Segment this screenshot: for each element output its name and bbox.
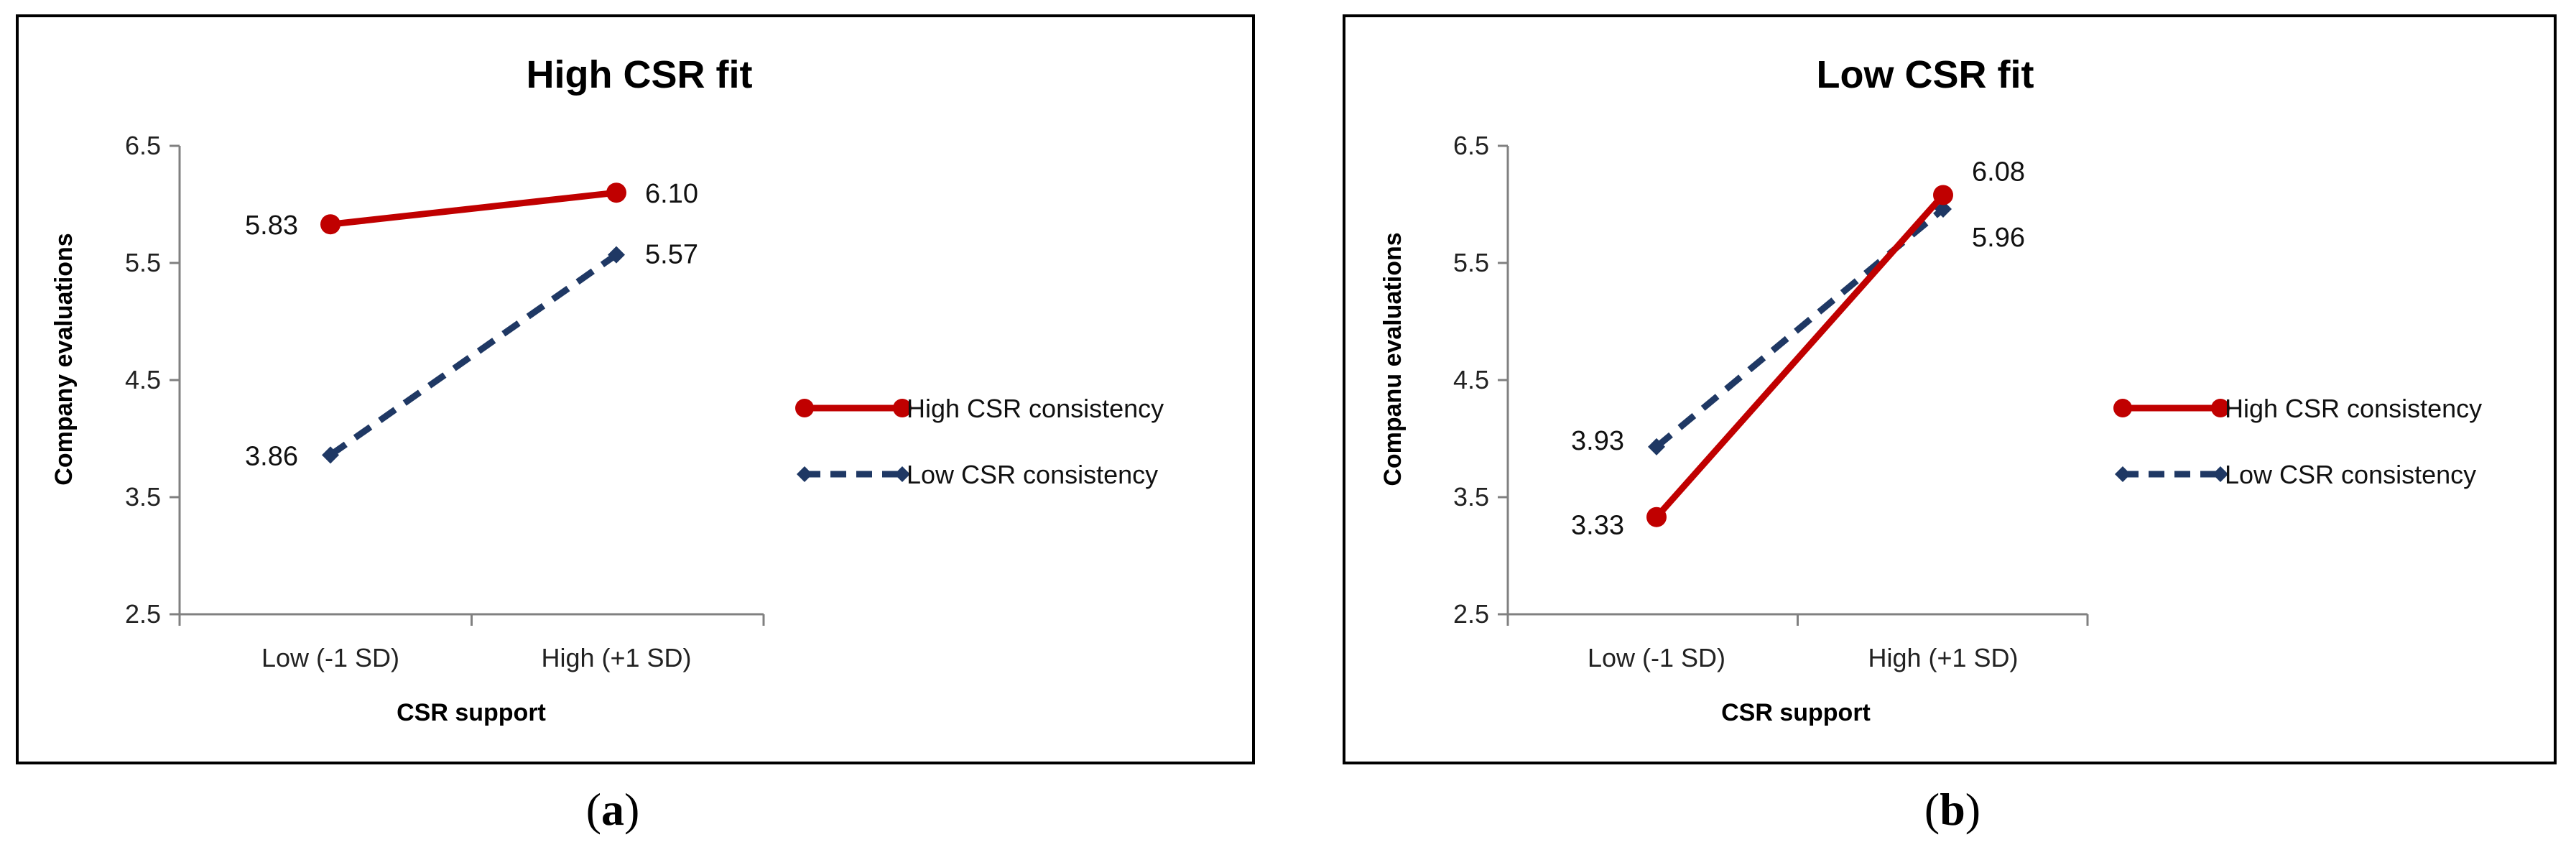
- panel-caption: (b): [1924, 784, 1980, 835]
- data-point-low-consistency: [322, 446, 339, 464]
- data-label-low-consistency: 5.96: [1972, 223, 2025, 253]
- y-axis-title: Company evaluations: [50, 233, 78, 485]
- legend-marker-high-consistency: [2211, 399, 2230, 417]
- data-point-low-consistency: [608, 246, 625, 264]
- chart-panel-a: High CSR fit 2.5 3.5 4.5 5.5 6.5 Low (-1 SD) Hi…: [16, 14, 1255, 835]
- y-tick-label: 5.5: [1453, 248, 1489, 277]
- panel-caption-letter: b: [1940, 784, 1965, 835]
- legend-label-low-consistency: Low CSR consistency: [907, 460, 1158, 489]
- y-axis-title: Companu evaluations: [1379, 232, 1407, 486]
- y-tick-label: 6.5: [1453, 131, 1489, 160]
- y-tick-label: 5.5: [125, 248, 161, 277]
- series-line-high-consistency: [327, 189, 620, 228]
- x-tick-label: High (+1 SD): [541, 643, 691, 672]
- data-point-high-consistency: [606, 182, 626, 203]
- chart-panel-b: Low CSR fit 2.5 3.5 4.5 5.5 6.5 Low (-1 SD) Hig…: [1343, 14, 2557, 835]
- legend-marker-low-consistency: [894, 466, 910, 482]
- legend-marker-high-consistency: [893, 399, 912, 417]
- x-axis-title: CSR support: [1721, 699, 1871, 726]
- data-label-low-consistency: 3.86: [245, 441, 298, 471]
- y-tick-label: 4.5: [1453, 365, 1489, 394]
- data-label-high-consistency: 6.08: [1972, 157, 2025, 187]
- legend-marker-low-consistency: [797, 466, 812, 482]
- data-label-high-consistency: 5.83: [245, 211, 298, 241]
- data-point-low-consistency: [1935, 200, 1952, 218]
- data-point-high-consistency: [1646, 506, 1667, 527]
- data-point-low-consistency: [1648, 438, 1665, 455]
- y-tick-label: 6.5: [125, 131, 161, 160]
- data-label-high-consistency: 3.33: [1571, 511, 1624, 541]
- chart-frame: [16, 14, 1255, 764]
- legend-label-high-consistency: High CSR consistency: [2225, 394, 2482, 423]
- panel-caption-letter: a: [601, 784, 624, 835]
- y-tick-label: 2.5: [1453, 599, 1489, 629]
- series-line-high-consistency: [1653, 191, 1947, 521]
- legend-label-low-consistency: Low CSR consistency: [2225, 460, 2476, 489]
- chart-frame: [1343, 14, 2557, 764]
- data-label-low-consistency: 3.93: [1571, 426, 1624, 456]
- x-tick-label: High (+1 SD): [1868, 643, 2018, 672]
- chart-title: High CSR fit: [527, 53, 753, 96]
- legend-marker-low-consistency: [2213, 466, 2228, 482]
- data-label-low-consistency: 5.57: [645, 240, 698, 270]
- data-point-high-consistency: [320, 214, 340, 235]
- chart-title: Low CSR fit: [1817, 53, 2034, 96]
- legend-label-high-consistency: High CSR consistency: [907, 394, 1164, 423]
- y-tick-label: 4.5: [125, 365, 161, 394]
- y-tick-label: 2.5: [125, 599, 161, 629]
- x-tick-label: Low (-1 SD): [1588, 643, 1725, 672]
- y-tick-label: 3.5: [125, 482, 161, 512]
- data-label-high-consistency: 6.10: [645, 179, 698, 209]
- data-point-high-consistency: [1933, 185, 1953, 205]
- legend-marker-high-consistency: [795, 399, 814, 417]
- panel-caption: (a): [586, 784, 640, 835]
- y-tick-label: 3.5: [1453, 482, 1489, 512]
- legend-marker-low-consistency: [2115, 466, 2131, 482]
- legend-marker-high-consistency: [2113, 399, 2132, 417]
- x-tick-label: Low (-1 SD): [261, 643, 399, 672]
- x-axis-title: CSR support: [397, 699, 546, 726]
